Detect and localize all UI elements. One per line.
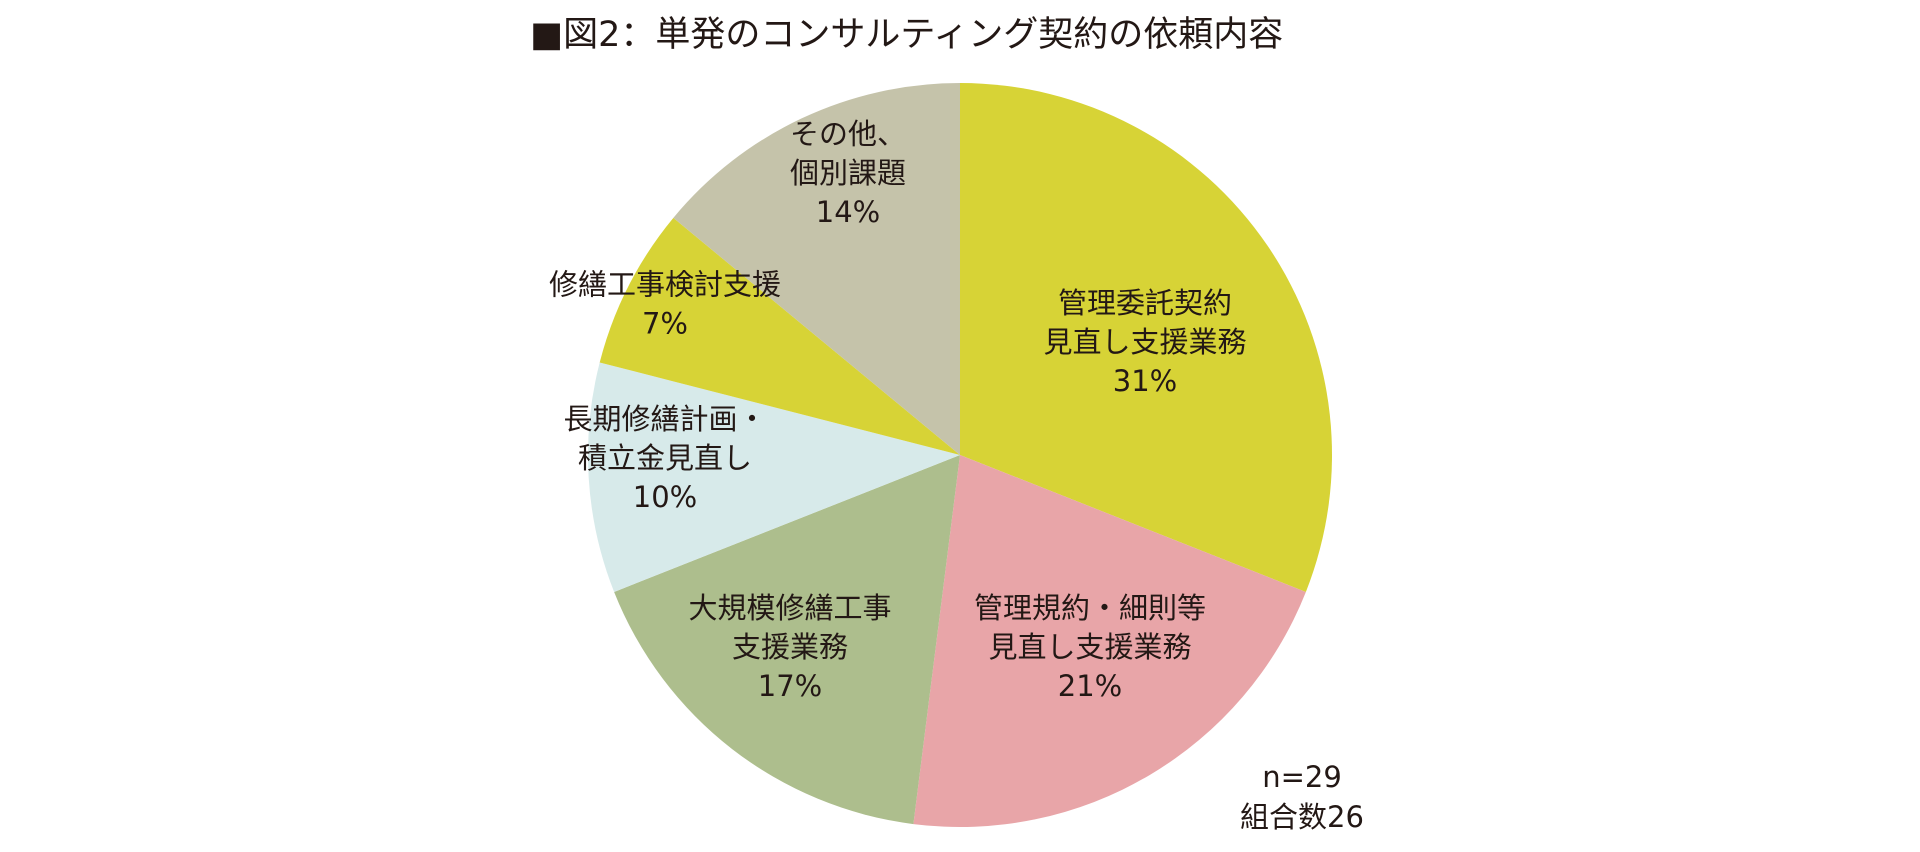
slice-label-1: 見直し支援業務 [1043,325,1246,359]
slice-percent-5: 7% [642,307,688,341]
sample-size-note: n=29 [1262,760,1342,794]
slice-percent-4: 10% [633,480,697,514]
slice-percent-3: 17% [758,669,822,703]
slice-label-4: 長期修繕計画・ [563,402,766,436]
slice-label-6: 個別課題 [790,156,906,190]
association-count-note: 組合数26 [1240,800,1364,834]
pie-slice-5 [599,217,960,455]
pie-slice-6 [673,83,960,455]
slice-label-6: その他、 [790,117,906,151]
slice-label-5: 修繕工事検討支援 [549,268,781,302]
chart-title: ■図2：単発のコンサルティング契約の依頼内容 [530,15,1283,55]
pie-slice-3 [614,455,960,825]
pie-labels: 管理委託契約見直し支援業務31%管理規約・細則等見直し支援業務21%大規模修繕工… [549,117,1247,703]
slice-label-2: 見直し支援業務 [988,630,1191,664]
pie-slice-2 [913,455,1306,827]
slice-label-4: 積立金見直し [578,441,752,475]
pie-slice-1 [960,83,1332,592]
pie-slice-4 [588,362,960,592]
slice-label-3: 大規模修繕工事 [688,591,891,625]
slice-label-1: 管理委託契約 [1058,286,1232,320]
slice-percent-1: 31% [1113,364,1177,398]
pie-slices [588,83,1332,827]
slice-label-3: 支援業務 [732,630,848,664]
slice-percent-6: 14% [816,195,880,229]
slice-label-2: 管理規約・細則等 [974,591,1206,625]
slice-percent-2: 21% [1058,669,1122,703]
